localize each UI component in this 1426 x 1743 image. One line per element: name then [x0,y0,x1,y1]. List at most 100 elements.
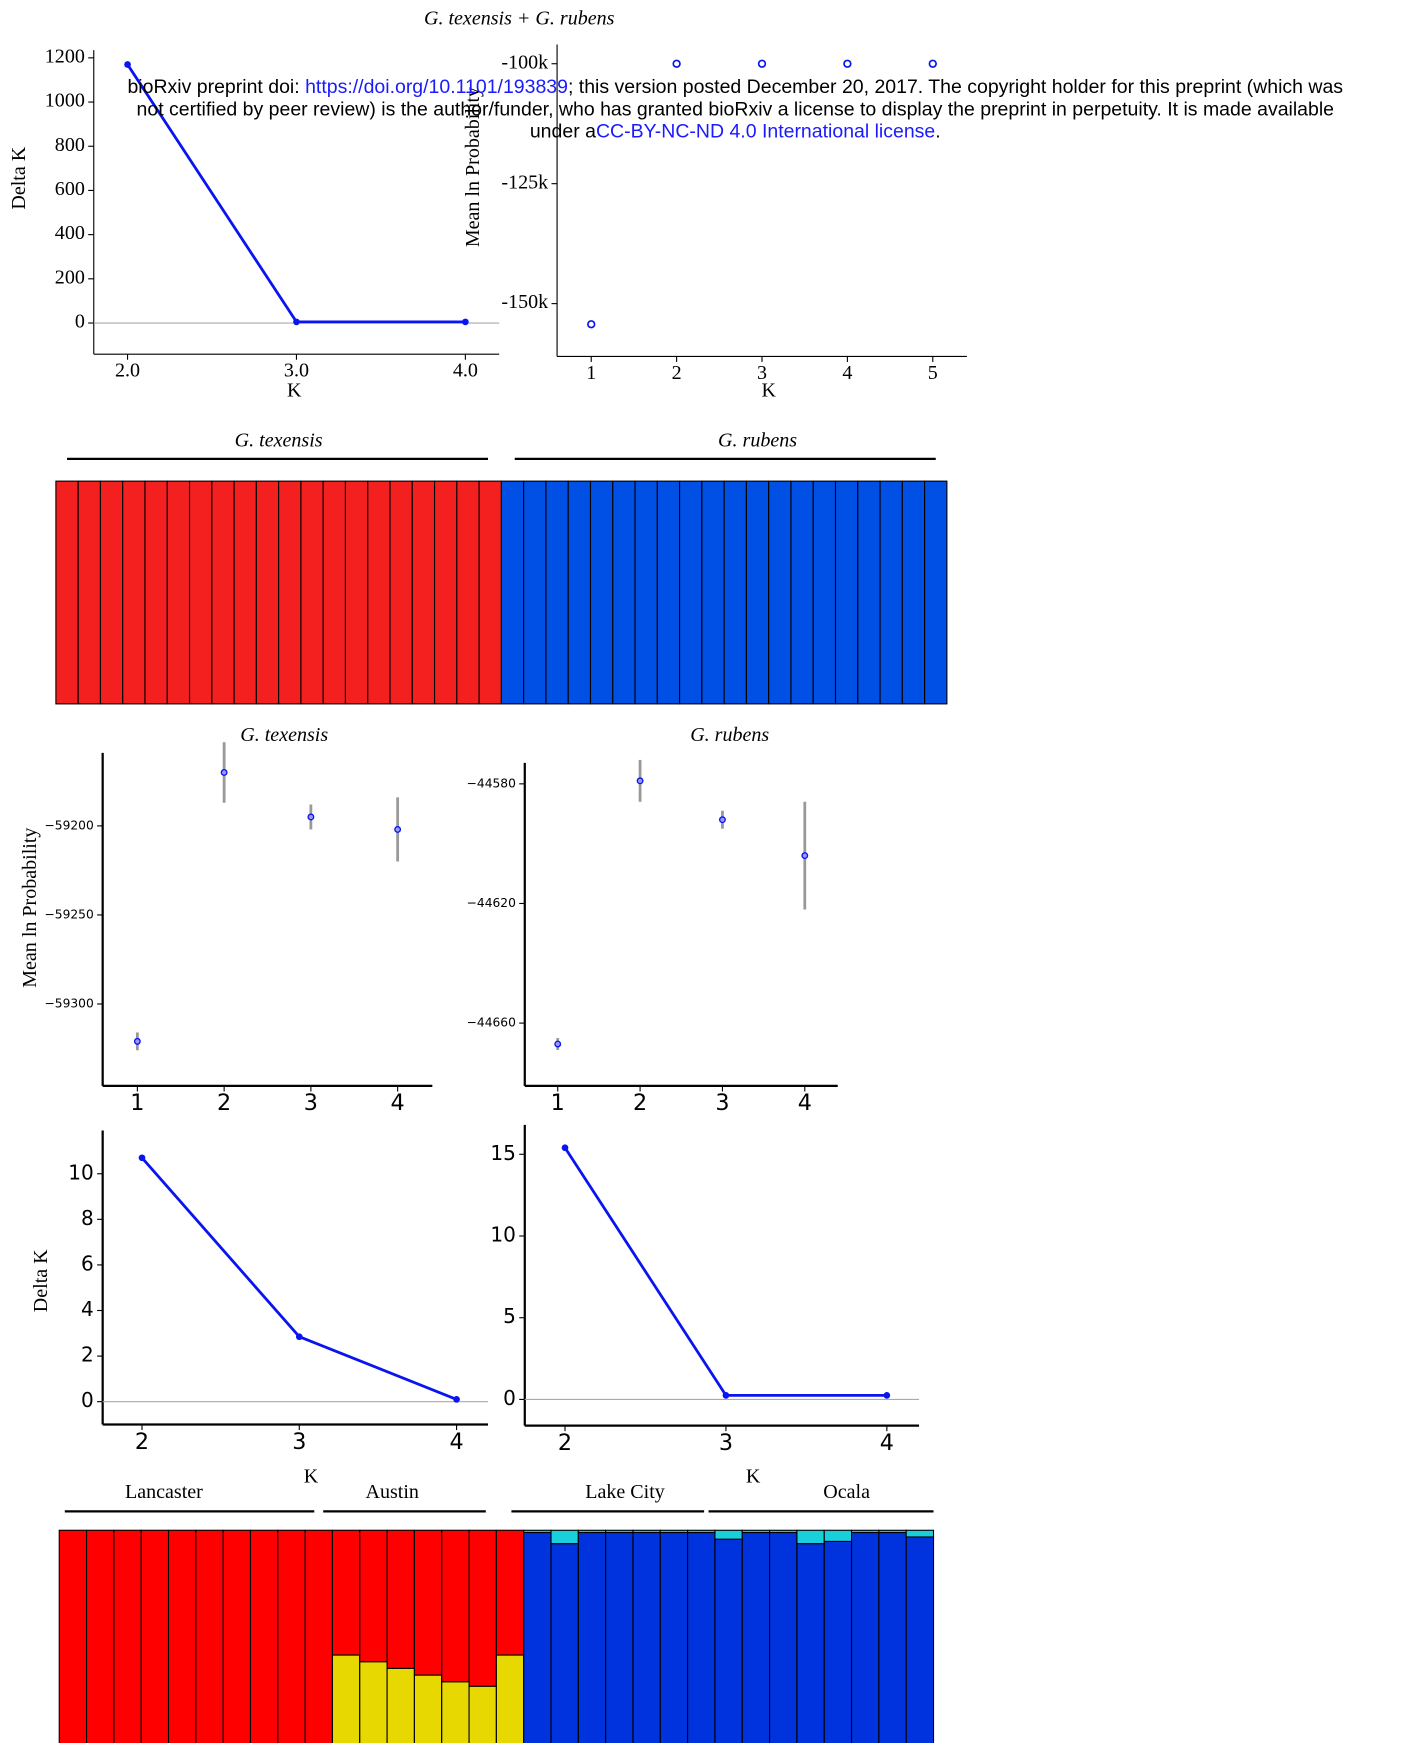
notice-text: . [935,121,940,143]
bar-segment [769,1531,798,1743]
y-axis-label: Mean ln Probability [462,87,484,247]
x-tick-label: 2 [217,1090,231,1116]
bar-segment [386,1667,415,1743]
bar-segment [577,1529,607,1534]
bar-segment [367,480,391,705]
bar-segment [434,480,458,705]
bar-segment [222,1529,252,1743]
data-point [220,769,228,776]
preprint-notice: under aCC-BY-NC-ND 4.0 International lic… [530,121,941,143]
data-line [563,1146,887,1397]
y-tick-label: 1000 [45,90,85,112]
y-tick-label: 6 [81,1251,94,1275]
y-tick-label: 8 [81,1206,94,1230]
data-point [757,59,767,68]
x-axis-label: K [287,380,302,402]
bar-segment [632,1531,661,1743]
bar-segment [500,480,525,705]
y-tick-label: 400 [55,222,85,244]
y-tick-label: -100k [501,51,549,73]
y-tick-label: -125k [501,171,549,193]
bar-segment [790,480,814,705]
bar-segment [441,1681,470,1743]
bar-segment [55,480,79,705]
bar-segment [58,1529,88,1743]
y-tick-label: 600 [55,178,85,200]
data-line [140,1156,458,1401]
bar-segment [331,1654,361,1743]
y-tick-label: 0 [503,1386,516,1410]
bar-segment [659,1529,689,1534]
group-label: Ocala [823,1481,870,1503]
notice-text: ; this version posted December 20, 2017.… [568,76,1343,98]
bar-segment [188,480,213,705]
bar-segment [304,1529,334,1743]
bar-segment [523,1531,552,1743]
bar-segment [278,480,302,705]
bar-segment [589,480,614,705]
bar-segment [144,480,168,705]
y-tick-label: −59250 [45,907,94,921]
data-point [883,1392,891,1399]
bar-segment [879,480,903,705]
bar-segment [386,1529,415,1669]
x-tick-label: 2 [558,1430,572,1456]
bar-segment [140,1529,170,1743]
bar-segment [233,480,257,705]
data-point [124,61,131,68]
bar-segment [612,480,636,705]
x-axis-label: K [746,1466,761,1488]
bar-segment [812,480,837,705]
bar-segment [796,1529,825,1545]
bar-segment [122,480,146,705]
bar-segment [905,1529,935,1538]
bar-segment [901,480,926,705]
bar-segment [277,1529,306,1743]
y-tick-label: -150k [501,291,549,313]
data-point [843,59,852,68]
x-tick-label: 5 [928,362,938,384]
y-tick-label: 1200 [45,45,85,67]
y-axis-label: Delta K [8,146,30,209]
bar-segment [344,480,369,705]
data-point [554,1040,562,1048]
bar-segment [850,1529,880,1534]
notice-text: under a [530,121,596,143]
bar-segment [714,1529,743,1540]
x-tick-label: 3 [304,1090,318,1116]
y-tick-label: 4 [81,1297,94,1321]
y-tick-label: 10 [68,1160,94,1184]
bar-segment [331,1529,361,1656]
data-point [133,1037,141,1045]
y-tick-label: 10 [490,1223,515,1247]
bar-segment [714,1538,743,1743]
preprint-notice: bioRxiv preprint doi: https://doi.org/10… [127,76,1343,98]
x-tick-label: 4 [798,1090,812,1116]
y-tick-label: 200 [55,266,85,288]
chart-title: G. texensis [240,724,328,746]
bar-segment [77,480,102,705]
preprint-notice: not certified by peer review) is the aut… [137,98,1335,120]
bar-segment [411,480,436,705]
bar-segment [741,1529,771,1534]
bar-segment [211,480,235,705]
y-tick-label: −44620 [467,896,516,910]
bar-segment [495,1654,525,1743]
x-tick-label: 4 [880,1430,894,1456]
notice-link[interactable]: CC-BY-NC-ND 4.0 International license [596,121,935,143]
x-tick-label: 4.0 [453,360,478,382]
data-point [801,852,809,860]
bar-segment [255,480,280,705]
group-label: Lancaster [125,1481,203,1503]
y-tick-label: −59200 [45,818,94,832]
data-point [672,59,681,68]
bar-segment [99,480,124,705]
notice-link[interactable]: https://doi.org/10.1101/193839 [305,76,568,98]
bar-segment [723,480,747,705]
data-point [394,826,402,833]
bar-segment [768,480,792,705]
group-label: Austin [366,1481,419,1503]
bar-segment [167,1529,197,1743]
bar-segment [857,480,881,705]
data-point [561,1144,569,1152]
